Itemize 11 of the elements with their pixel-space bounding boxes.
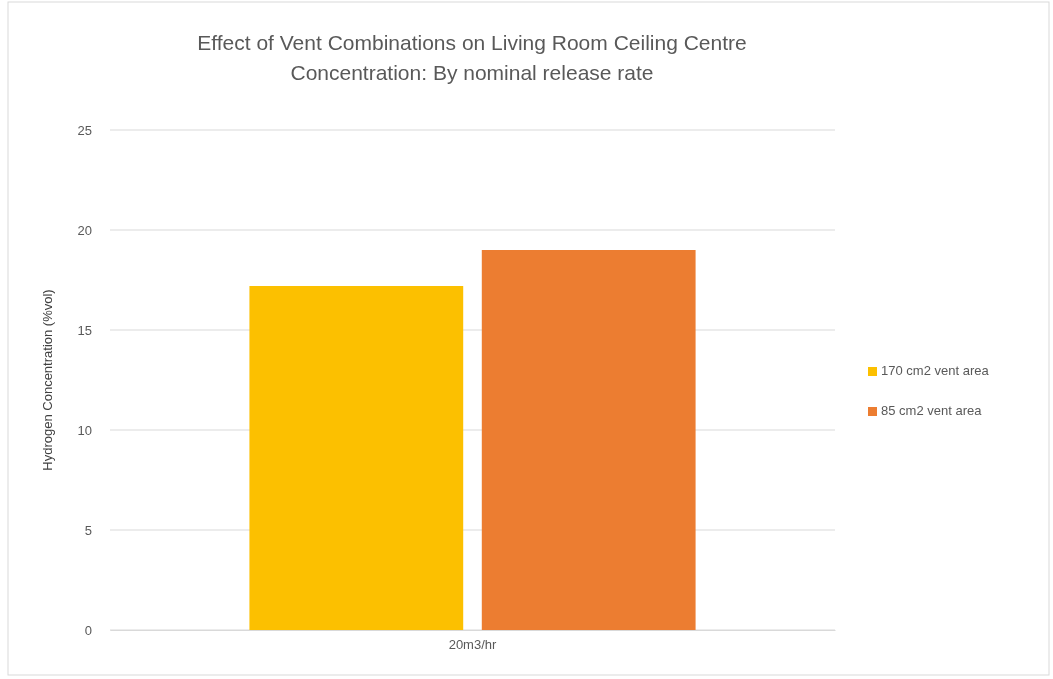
y-tick-label: 10 (77, 422, 92, 438)
chart-title: Effect of Vent Combinations on Living Room Ceiling Centre Concentration: By nominal release rate (197, 31, 747, 84)
y-tick-label: 15 (77, 322, 92, 338)
y-tick-label: 5 (84, 522, 92, 538)
y-axis-title: Hydrogen Concentration (%vol) (40, 289, 55, 471)
x-tick-label: 20m3/hr (448, 637, 498, 653)
y-tick-label: 25 (77, 122, 92, 138)
y-tick-label: 20 (77, 222, 92, 238)
legend-label: 170 cm2 vent area (881, 363, 990, 378)
y-tick-label: 0 (84, 622, 92, 638)
legend-label: 85 cm2 vent area (881, 403, 983, 418)
